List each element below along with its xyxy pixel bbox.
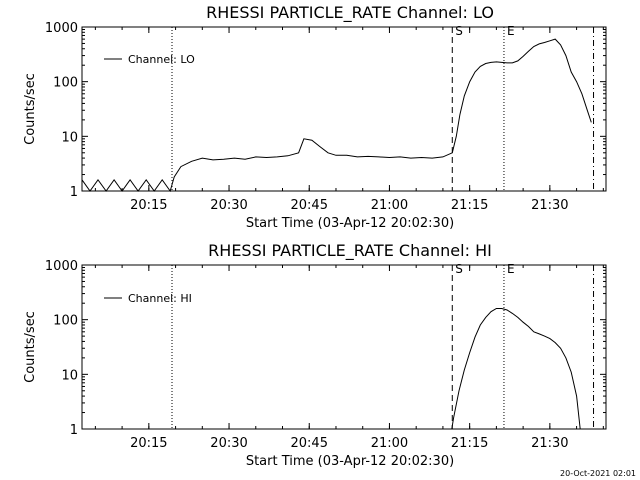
y-tick-label: 10 [61, 130, 78, 145]
panel-lo-axis-ticks: 20:15 20:30 20:45 21:00 21:15 21:30 1 10 100 1000 [45, 21, 606, 213]
footer-timestamp: 20-Oct-2021 02:01 [560, 469, 636, 478]
x-tick-label: 21:15 [451, 436, 488, 451]
time-marker-label: S [455, 24, 463, 38]
x-tick-label: 21:00 [371, 198, 408, 213]
y-tick-label: 1 [70, 185, 78, 200]
x-tick-label: 20:30 [210, 436, 247, 451]
time-marker-label: E [507, 24, 515, 38]
panel-lo: RHESSI PARTICLE_RATE Channel: LO Start T… [23, 3, 607, 231]
y-tick-label: 100 [53, 314, 78, 329]
x-tick-label: 21:00 [371, 436, 408, 451]
panel-hi-ylabel: Counts/sec [23, 311, 38, 383]
x-tick-label: 21:30 [531, 436, 568, 451]
panel-lo-plot-frame [81, 26, 607, 192]
panel-lo-series-line [81, 38, 592, 193]
y-tick-label: 1000 [45, 259, 78, 274]
time-marker-label: E [507, 262, 515, 276]
panel-hi: RHESSI PARTICLE_RATE Channel: HI Start T… [23, 241, 607, 469]
x-tick-label: 20:30 [210, 198, 247, 213]
panel-lo-ylabel: Counts/sec [23, 73, 38, 145]
y-tick-label: 1 [70, 423, 78, 438]
panel-lo-xlabel: Start Time (03-Apr-12 20:02:30) [246, 216, 454, 231]
x-tick-label: 20:15 [130, 436, 167, 451]
y-tick-label: 100 [53, 76, 78, 91]
x-tick-label: 20:45 [291, 436, 328, 451]
panel-lo-legend-label: Channel: LO [128, 53, 195, 66]
x-tick-label: 20:15 [130, 198, 167, 213]
y-tick-label: 1000 [45, 21, 78, 36]
panel-hi-title: RHESSI PARTICLE_RATE Channel: HI [208, 241, 492, 261]
y-tick-label: 10 [61, 368, 78, 383]
panel-hi-xlabel: Start Time (03-Apr-12 20:02:30) [246, 454, 454, 469]
panel-hi-series-line [451, 308, 581, 430]
time-marker-label: S [455, 262, 463, 276]
x-tick-label: 21:15 [451, 198, 488, 213]
x-tick-label: 20:45 [291, 198, 328, 213]
x-tick-label: 21:30 [531, 198, 568, 213]
panel-hi-axis-ticks: 20:15 20:30 20:45 21:00 21:15 21:30 1 10 100 1000 [45, 259, 606, 451]
panel-hi-plot-frame [81, 264, 607, 430]
panel-lo-title: RHESSI PARTICLE_RATE Channel: LO [206, 3, 494, 23]
panel-hi-legend-label: Channel: HI [128, 292, 192, 305]
